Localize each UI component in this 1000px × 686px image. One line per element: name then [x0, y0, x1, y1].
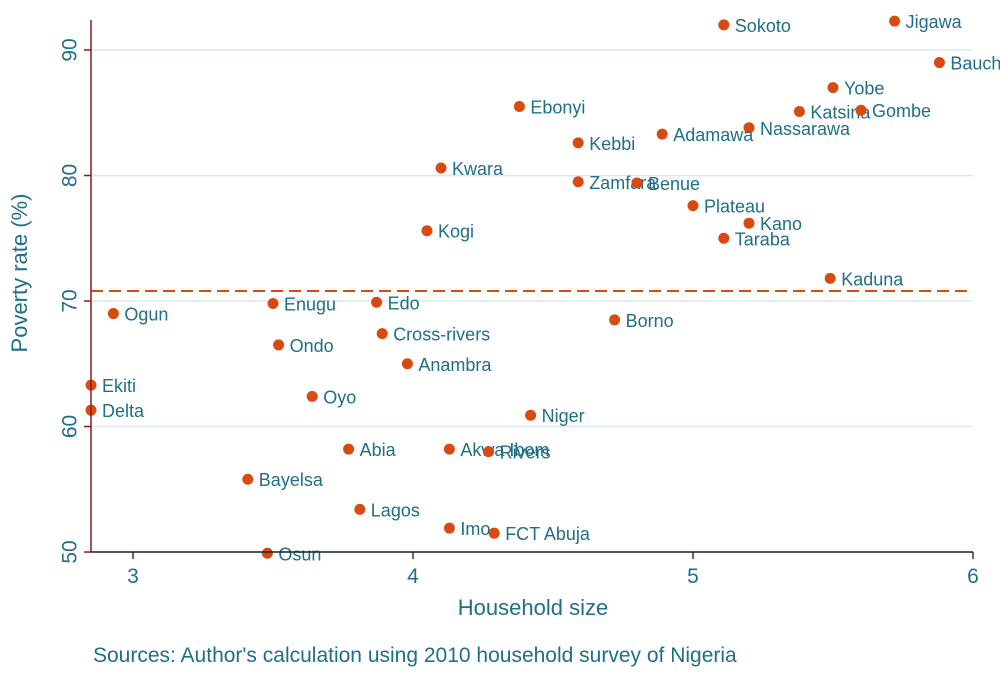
data-point [401, 358, 413, 370]
data-point-label: Osun [278, 544, 321, 564]
data-point-label: Sokoto [735, 16, 791, 36]
data-point [718, 19, 730, 31]
data-point-label: Nassarawa [760, 119, 851, 139]
data-point [793, 105, 805, 117]
data-point-label: Borno [626, 311, 674, 331]
data-point-label: FCT Abuja [505, 524, 591, 544]
y-tick-label: 70 [58, 289, 81, 312]
data-point-label: Ekiti [102, 376, 136, 396]
data-point [572, 176, 584, 188]
data-point-label: Kano [760, 214, 802, 234]
data-point-label: Bayelsa [259, 470, 324, 490]
data-point [855, 104, 867, 116]
data-point [306, 390, 318, 402]
data-point [513, 100, 525, 112]
data-point-label: Rivers [500, 443, 551, 463]
data-point-label: Akwa Ibom [460, 440, 549, 460]
x-axis-ticks: 3 4 5 6 [127, 552, 979, 588]
data-point-label: Bauchi [950, 54, 1000, 74]
data-point [718, 232, 730, 244]
data-point-label: Taraba [735, 229, 791, 249]
x-tick-label: 5 [687, 565, 699, 588]
data-point-label: Kaduna [841, 269, 904, 289]
y-tick-label: 90 [58, 38, 81, 61]
data-point-label: Anambra [418, 355, 492, 375]
data-point-label: Zamfara [589, 173, 657, 193]
data-point [572, 137, 584, 149]
data-point-label: Ebonyi [530, 97, 585, 117]
data-point [435, 162, 447, 174]
data-point [827, 82, 839, 94]
data-point [443, 522, 455, 534]
data-point-label: Kwara [452, 159, 504, 179]
data-point [267, 298, 279, 310]
data-point [261, 547, 273, 559]
data-point [525, 409, 537, 421]
axes [90, 20, 973, 553]
y-axis-title: Poverty rate (%) [7, 194, 32, 353]
data-point [354, 503, 366, 515]
data-point-label: Enugu [284, 295, 336, 315]
data-point-label: Jigawa [906, 12, 963, 32]
data-point [609, 314, 621, 326]
data-point [421, 225, 433, 237]
data-point-label: Ogun [124, 305, 168, 325]
data-point [371, 296, 383, 308]
data-point [376, 328, 388, 340]
x-tick-label: 3 [127, 565, 139, 588]
data-point-label: Abia [360, 440, 397, 460]
data-point-label: Kebbi [589, 134, 635, 154]
data-point-label: Ondo [290, 336, 334, 356]
data-point-label: Delta [102, 401, 145, 421]
data-point-label: Plateau [704, 197, 765, 217]
data-point-label: Katsina [810, 102, 871, 122]
data-point-label: Edo [388, 293, 420, 313]
data-point-label: Niger [542, 406, 585, 426]
data-point [889, 15, 901, 27]
data-points: Sokoto Jigawa Bauchi Yobe Katsina Gombe Ebonyi… [85, 12, 1000, 564]
y-axis-ticks: 50 60 70 80 90 [58, 38, 91, 564]
data-point [743, 122, 755, 134]
data-point-label: Adamawa [673, 125, 754, 145]
data-point [656, 128, 668, 140]
data-point [107, 308, 119, 320]
data-point-label: Lagos [371, 500, 420, 520]
data-point-label: Oyo [323, 387, 356, 407]
data-point [443, 443, 455, 455]
x-tick-label: 4 [407, 565, 419, 588]
data-point-label: Yobe [844, 79, 884, 99]
data-point [273, 339, 285, 351]
data-point [824, 272, 836, 284]
data-point-label: Cross-rivers [393, 325, 490, 345]
x-tick-label: 6 [967, 565, 979, 588]
data-point [743, 217, 755, 229]
data-point [933, 57, 945, 69]
data-point-label: Gombe [872, 101, 931, 121]
y-tick-label: 60 [58, 415, 81, 438]
data-point-label: Imo [460, 519, 490, 539]
data-point [242, 473, 254, 485]
data-point [631, 177, 643, 189]
data-point-label: Kogi [438, 222, 474, 242]
data-point [343, 443, 355, 455]
x-axis-title: Household size [458, 595, 608, 620]
data-point [687, 200, 699, 212]
y-tick-label: 80 [58, 164, 81, 187]
data-point [483, 446, 495, 458]
data-point-label: Benue [648, 174, 700, 194]
source-note: Sources: Author's calculation using 2010… [93, 644, 737, 667]
y-tick-label: 50 [58, 540, 81, 563]
data-point [488, 527, 500, 539]
